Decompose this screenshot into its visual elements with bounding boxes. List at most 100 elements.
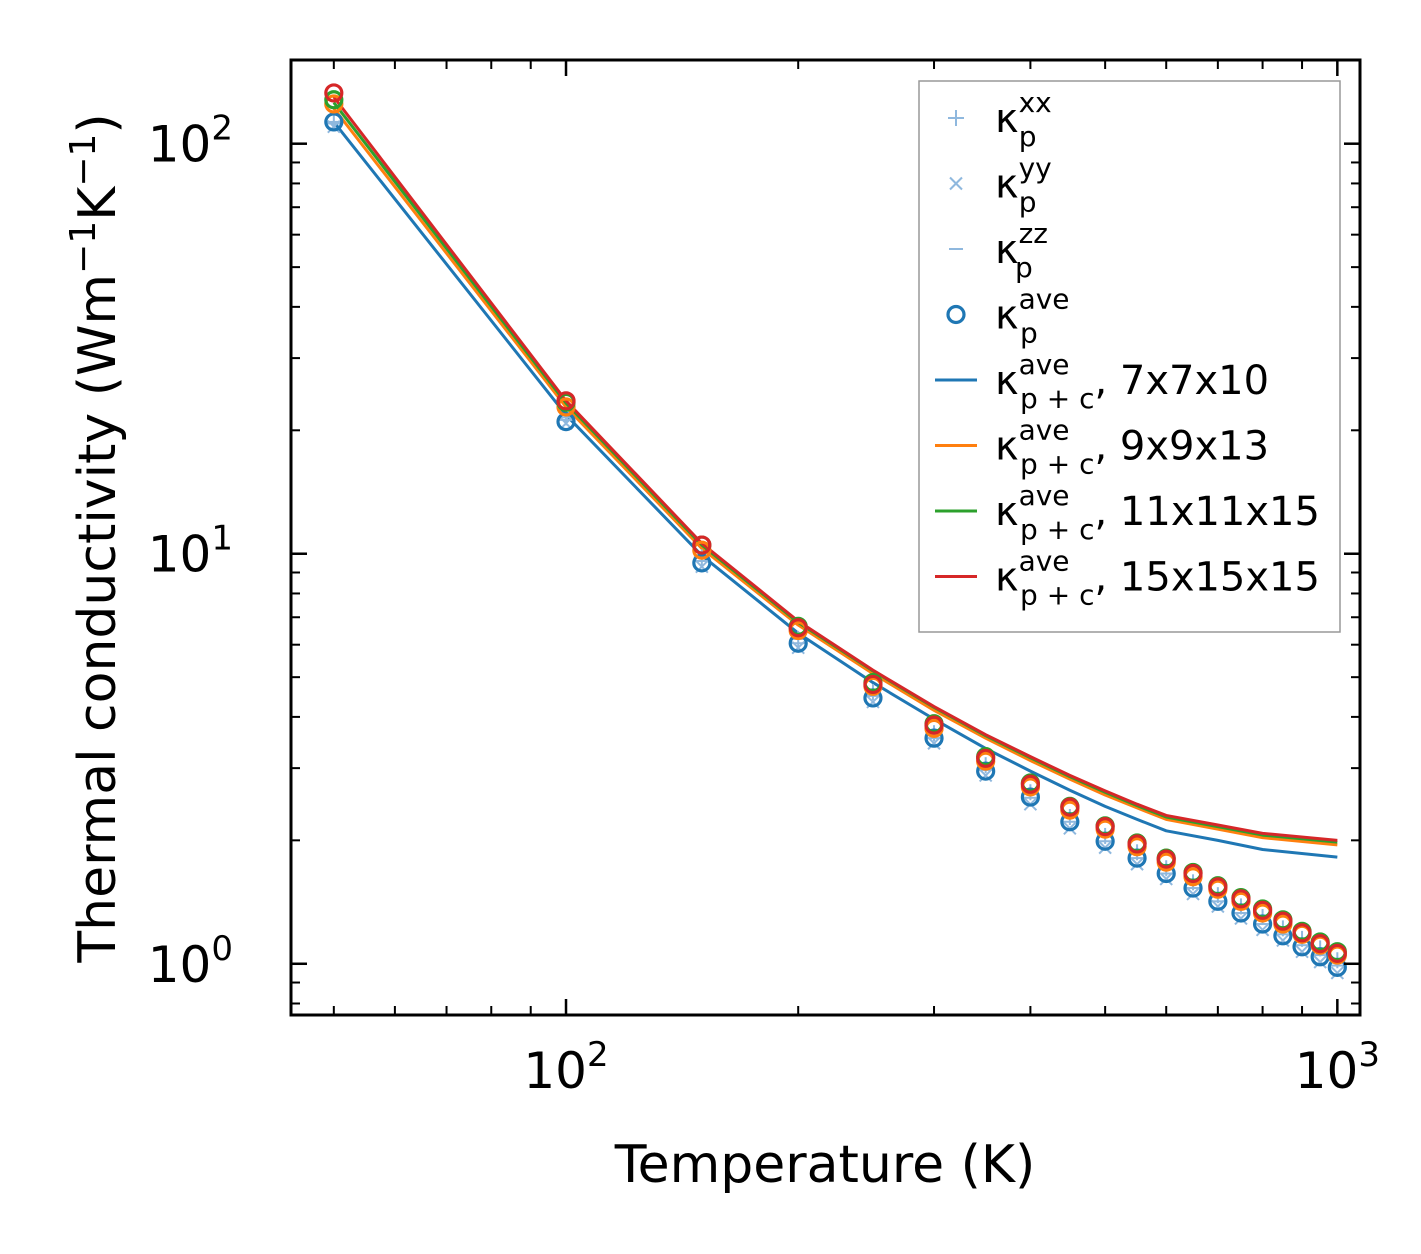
legend-box <box>918 80 1341 633</box>
series-1-point-10 <box>1130 857 1144 871</box>
y-tick-label-1: 101 <box>148 519 233 584</box>
series-6-point-13 <box>1208 877 1228 897</box>
series-1-point-12 <box>1186 887 1200 901</box>
legend-label-suffix: , 15x15x15 <box>1094 555 1319 601</box>
series-1-point-12-d2 <box>1186 887 1200 901</box>
plot-clipped-group <box>324 83 1347 980</box>
series-1-point-18-d2 <box>1313 955 1327 969</box>
series-6-point-2 <box>692 535 712 555</box>
legend-entry-4: κave p + c, 7x7x10 <box>935 348 1269 415</box>
y-tick-label-2: 102 <box>148 109 233 174</box>
legend-label-base: κ <box>995 555 1019 601</box>
series-1-point-14 <box>1234 911 1248 926</box>
legend-label-base: κ <box>995 227 1019 273</box>
y-axis-label-sup1: −1 <box>63 221 104 274</box>
series-6-point-12 <box>1183 863 1203 884</box>
legend-label: κave p <box>995 283 1070 350</box>
legend-label-sup: ave <box>1019 479 1070 512</box>
series-5-point-0 <box>324 90 344 110</box>
x-tick-label-base: 10 <box>1295 1042 1359 1100</box>
legend-label: κave p + c, 15x15x15 <box>995 545 1320 612</box>
legend-label-sup: ave <box>1019 348 1070 381</box>
legend-label: κave p + c, 7x7x10 <box>995 348 1269 415</box>
legend-label-sup: ave <box>1019 414 1070 447</box>
series-6-point-16 <box>1273 911 1293 931</box>
legend-label-sub: p <box>1019 186 1037 219</box>
series-1-point-13 <box>1211 899 1225 914</box>
x-axis-label: Temperature (K) <box>614 1135 1036 1195</box>
legend-label-base: κ <box>995 162 1019 208</box>
y-tick-label-exp: 1 <box>211 519 233 559</box>
series-3-point-0 <box>324 112 344 132</box>
series-1-point-15-d2 <box>1255 923 1270 937</box>
legend-label-sub: p <box>1020 317 1038 350</box>
x-tick-label-0: 102 <box>523 1035 608 1100</box>
series-1-point-11-d2 <box>1159 872 1173 886</box>
series-6-point-11 <box>1156 849 1176 869</box>
legend-marker-swatch-d2 <box>949 176 963 191</box>
y-tick-label-base: 10 <box>148 116 212 174</box>
y-tick-label-exp: 2 <box>211 109 233 149</box>
series-1-point-18 <box>1313 955 1327 969</box>
y-axis-label: Thermal conductivity (Wm−1K−1) <box>63 113 128 963</box>
series-3-point-2 <box>692 553 712 573</box>
legend-marker-swatch <box>949 176 963 191</box>
series-1-point-9 <box>1098 840 1112 855</box>
series-1-point-9-d2 <box>1098 840 1112 855</box>
series-1-point-19-d2 <box>1330 966 1345 980</box>
legend-label-sub: p + c <box>1020 513 1094 546</box>
legend-label-sub: p + c <box>1020 448 1094 481</box>
y-tick-label-base: 10 <box>148 936 212 994</box>
legend-label-sup: ave <box>1019 545 1070 578</box>
legend-entry-1: κyy p <box>949 152 1052 219</box>
series-6-point-3 <box>788 618 808 638</box>
legend-label: κyy p <box>995 152 1052 219</box>
series-line-7 <box>332 120 1338 859</box>
y-tick-label-base: 10 <box>148 526 212 584</box>
x-tick-label-1: 103 <box>1295 1035 1380 1100</box>
series-6-point-18 <box>1310 933 1330 954</box>
series-6-point-8 <box>1060 797 1080 817</box>
legend-entry-3: κave p <box>946 283 1070 350</box>
legend-label-sup: yy <box>1019 152 1052 185</box>
plot-area <box>324 83 1347 980</box>
series-6-point-14 <box>1231 889 1251 909</box>
legend-label: κxx p <box>995 86 1052 153</box>
series-6-point-5 <box>924 715 944 735</box>
x-tick-label-base: 10 <box>523 1042 587 1100</box>
series-6-point-4 <box>863 674 883 695</box>
legend-entry-0: κxx p <box>948 86 1052 153</box>
legend-entry-5: κave p + c, 9x9x13 <box>935 414 1269 481</box>
series-1-point-10-d2 <box>1130 857 1144 871</box>
x-tick-label-exp: 3 <box>1358 1035 1380 1075</box>
legend-label-sup: ave <box>1019 283 1070 316</box>
series-1-point-11 <box>1159 872 1173 886</box>
series-line-10 <box>332 96 1338 842</box>
plot-frame <box>289 58 1362 1017</box>
legend-label: κave p + c, 11x11x15 <box>995 479 1320 546</box>
legend-label: κzz p <box>995 217 1048 284</box>
legend-label-base: κ <box>995 424 1019 470</box>
series-line-8 <box>332 107 1338 847</box>
legend-label-suffix: , 7x7x10 <box>1094 358 1269 404</box>
series-6-point-6 <box>976 748 996 768</box>
legend-label-sub: p <box>1019 120 1037 153</box>
series-1-point-5-d2 <box>927 736 941 750</box>
legend-marker-swatch <box>948 110 964 126</box>
legend-entry-2: κzz p <box>949 217 1048 284</box>
legend-label-suffix: , 9x9x13 <box>1094 424 1269 470</box>
series-1-point-13-d2 <box>1211 899 1225 914</box>
y-axis-label-base: Thermal conductivity (Wm <box>68 274 128 964</box>
series-1-point-5 <box>927 736 941 750</box>
series-1-point-15 <box>1255 923 1270 937</box>
legend-label-sub: p + c <box>1020 382 1094 415</box>
series-6-point-7 <box>1020 774 1040 794</box>
series-6-point-0 <box>324 83 344 103</box>
series-1-point-14-d2 <box>1234 911 1248 926</box>
series-6-point-17 <box>1292 923 1312 943</box>
y-tick-label-0: 100 <box>148 929 233 994</box>
series-6-point-15 <box>1252 900 1273 920</box>
legend-label-base: κ <box>995 358 1019 404</box>
